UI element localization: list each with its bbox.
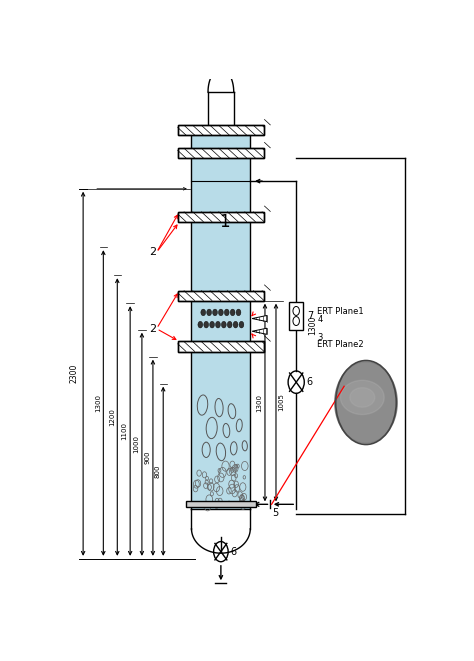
Circle shape bbox=[210, 321, 214, 328]
Polygon shape bbox=[350, 387, 375, 407]
Text: 1100: 1100 bbox=[121, 422, 128, 440]
Text: ERT Plane1: ERT Plane1 bbox=[317, 307, 364, 316]
Bar bbox=[289, 302, 303, 330]
Text: 1300: 1300 bbox=[308, 315, 317, 334]
Text: 2300: 2300 bbox=[70, 364, 79, 383]
Bar bbox=[178, 342, 264, 352]
Text: ERT Plane2: ERT Plane2 bbox=[317, 340, 364, 349]
Text: 2: 2 bbox=[149, 324, 156, 334]
Polygon shape bbox=[252, 329, 267, 334]
Polygon shape bbox=[252, 315, 267, 322]
Circle shape bbox=[198, 321, 203, 328]
Bar bbox=[178, 212, 264, 222]
Text: 7: 7 bbox=[308, 311, 314, 321]
Bar bbox=[178, 125, 264, 136]
Circle shape bbox=[219, 309, 223, 316]
Text: 1300: 1300 bbox=[256, 393, 262, 412]
Circle shape bbox=[224, 309, 229, 316]
Bar bbox=[178, 148, 264, 158]
Text: 1000: 1000 bbox=[133, 435, 139, 453]
Circle shape bbox=[233, 321, 238, 328]
Circle shape bbox=[204, 321, 209, 328]
Bar bbox=[186, 501, 256, 508]
Bar bbox=[178, 291, 264, 301]
Circle shape bbox=[236, 309, 241, 316]
Text: 1005: 1005 bbox=[278, 393, 284, 411]
Bar bbox=[178, 148, 264, 158]
Text: 1200: 1200 bbox=[109, 408, 115, 426]
Circle shape bbox=[201, 309, 206, 316]
Circle shape bbox=[216, 321, 220, 328]
Text: 900: 900 bbox=[145, 451, 150, 465]
Text: 800: 800 bbox=[155, 465, 161, 478]
Text: 5: 5 bbox=[272, 508, 279, 518]
Text: 1: 1 bbox=[219, 213, 230, 231]
Bar bbox=[178, 212, 264, 222]
Bar bbox=[191, 130, 250, 510]
Text: 1300: 1300 bbox=[95, 394, 101, 412]
Circle shape bbox=[239, 321, 244, 328]
Polygon shape bbox=[191, 529, 250, 553]
Bar bbox=[178, 342, 264, 352]
Bar bbox=[178, 291, 264, 301]
Text: 6: 6 bbox=[307, 377, 312, 387]
Polygon shape bbox=[340, 380, 384, 414]
Text: 6: 6 bbox=[230, 547, 236, 557]
Circle shape bbox=[228, 321, 232, 328]
Circle shape bbox=[207, 309, 211, 316]
Circle shape bbox=[221, 321, 226, 328]
Bar bbox=[178, 125, 264, 136]
Text: 2: 2 bbox=[149, 247, 156, 257]
Circle shape bbox=[213, 309, 218, 316]
Circle shape bbox=[230, 309, 235, 316]
Text: 4: 4 bbox=[317, 315, 322, 323]
Polygon shape bbox=[335, 362, 397, 444]
Text: 3: 3 bbox=[317, 333, 322, 342]
